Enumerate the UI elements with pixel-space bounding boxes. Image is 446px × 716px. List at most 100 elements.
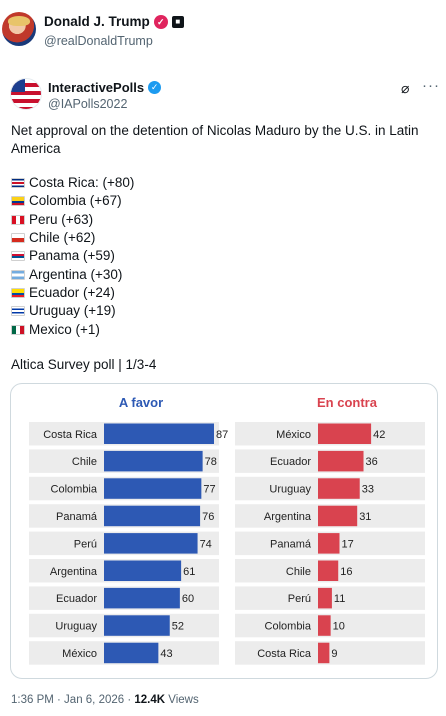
- category-label: Perú: [288, 593, 311, 605]
- bar-charts: A favor Costa Rica 87 Chile 78 Colombia 77 Pana…: [29, 395, 425, 665]
- bar: [104, 505, 201, 527]
- value-label: 77: [203, 484, 215, 496]
- value-label: 10: [333, 621, 345, 633]
- outer-author-name[interactable]: Donald J. Trump: [44, 14, 150, 29]
- country-label: Chile (+62): [29, 230, 96, 246]
- value-label: 76: [202, 511, 214, 523]
- bar: [104, 642, 159, 664]
- category-label: Chile: [72, 456, 97, 468]
- flag-icon: [11, 178, 25, 189]
- affiliation-square-icon: ■: [171, 15, 184, 28]
- bar: [104, 450, 203, 472]
- views-count: 12.4K: [134, 694, 166, 706]
- value-label: 31: [359, 511, 371, 523]
- country-label: Ecuador (+24): [29, 284, 115, 300]
- category-label: Panamá: [56, 511, 98, 523]
- category-label: Colombia: [265, 621, 312, 633]
- quoted-author-name[interactable]: InteractivePolls: [48, 80, 145, 95]
- country-label: Uruguay (+19): [29, 303, 116, 319]
- value-label: 61: [183, 566, 195, 578]
- category-label: Ecuador: [270, 456, 311, 468]
- flag-icon: [11, 324, 25, 335]
- quoted-post-header: InteractivePolls ✓ @IAPolls2022 ⌀ ···: [0, 77, 446, 114]
- outer-post-header: Donald J. Trump ✓ ■ @realDonaldTrump: [0, 0, 446, 62]
- country-label: Mexico (+1): [29, 321, 100, 337]
- category-label: Colombia: [51, 484, 98, 496]
- country-list-item: Costa Rica: (+80): [11, 174, 431, 192]
- chart-image[interactable]: A favor Costa Rica 87 Chile 78 Colombia 77 Pana…: [10, 383, 438, 679]
- bar: [318, 615, 331, 636]
- flag-icon: [11, 233, 25, 244]
- country-label: Colombia (+67): [29, 193, 122, 209]
- chart-title: A favor: [119, 395, 163, 410]
- bar: [318, 505, 358, 527]
- timestamp[interactable]: 1:36 PM · Jan 6, 2026 ·: [11, 694, 135, 706]
- category-label: Ecuador: [56, 593, 97, 605]
- country-list-item: Chile (+62): [11, 229, 431, 247]
- value-label: 11: [334, 593, 345, 605]
- value-label: 74: [200, 538, 212, 550]
- bar: [318, 560, 339, 581]
- category-label: Perú: [74, 538, 97, 550]
- outer-author-name-row: Donald J. Trump ✓ ■: [44, 14, 184, 29]
- value-label: 36: [366, 456, 378, 468]
- category-label: Uruguay: [55, 621, 97, 633]
- value-label: 42: [373, 429, 385, 441]
- chart-title: En contra: [317, 395, 378, 410]
- country-label: Panama (+59): [29, 248, 115, 264]
- country-list-item: Colombia (+67): [11, 192, 431, 210]
- category-label: Costa Rica: [43, 429, 98, 441]
- category-label: México: [62, 648, 97, 660]
- post-footer: 1:36 PM · Jan 6, 2026 · 12.4K Views: [11, 694, 199, 706]
- category-label: Argentina: [264, 511, 312, 523]
- category-label: México: [276, 429, 311, 441]
- value-label: 33: [362, 484, 374, 496]
- more-icon[interactable]: ···: [422, 77, 440, 94]
- bar: [104, 587, 180, 609]
- outer-author-handle[interactable]: @realDonaldTrump: [44, 34, 153, 48]
- value-label: 17: [341, 538, 353, 550]
- value-label: 9: [331, 648, 337, 660]
- quoted-author-avatar[interactable]: [10, 78, 42, 110]
- quoted-author-handle[interactable]: @IAPolls2022: [48, 97, 128, 111]
- flag-icon: [11, 287, 25, 298]
- bar: [104, 615, 170, 636]
- country-list-item: Panama (+59): [11, 247, 431, 265]
- category-label: Panamá: [270, 538, 312, 550]
- bar: [318, 478, 360, 499]
- verified-icon: ✓: [148, 81, 162, 94]
- bar: [318, 423, 372, 444]
- category-label: Argentina: [50, 566, 98, 578]
- bar: [318, 533, 340, 554]
- value-label: 78: [205, 456, 217, 468]
- bar: [104, 423, 214, 444]
- bar: [318, 587, 332, 609]
- bar: [318, 450, 364, 472]
- grok-icon[interactable]: ⌀: [401, 80, 410, 96]
- country-list-item: Peru (+63): [11, 211, 431, 229]
- outer-author-avatar[interactable]: [2, 12, 36, 46]
- country-label: Peru (+63): [29, 211, 94, 227]
- country-label: Costa Rica: (+80): [29, 175, 135, 191]
- source-text: Altica Survey poll | 1/3-4: [11, 357, 157, 372]
- value-label: 52: [172, 621, 184, 633]
- bar: [104, 533, 198, 554]
- country-list-item: Argentina (+30): [11, 265, 431, 283]
- flag-icon: [11, 269, 25, 280]
- quoted-author-name-row: InteractivePolls ✓: [48, 80, 162, 95]
- category-label: Costa Rica: [257, 648, 312, 660]
- category-label: Uruguay: [269, 484, 311, 496]
- bar: [104, 478, 202, 499]
- country-list-item: Mexico (+1): [11, 320, 431, 338]
- views-label: Views: [165, 694, 199, 706]
- value-label: 43: [160, 648, 172, 660]
- country-list-item: Ecuador (+24): [11, 284, 431, 302]
- flag-icon: [11, 196, 25, 207]
- category-label: Chile: [286, 566, 311, 578]
- value-label: 87: [216, 429, 228, 441]
- chart-row-background: [235, 641, 425, 665]
- country-label: Argentina (+30): [29, 266, 123, 282]
- bar: [318, 642, 330, 664]
- post-text: Net approval on the detention of Nicolas…: [11, 123, 419, 156]
- value-label: 16: [340, 566, 352, 578]
